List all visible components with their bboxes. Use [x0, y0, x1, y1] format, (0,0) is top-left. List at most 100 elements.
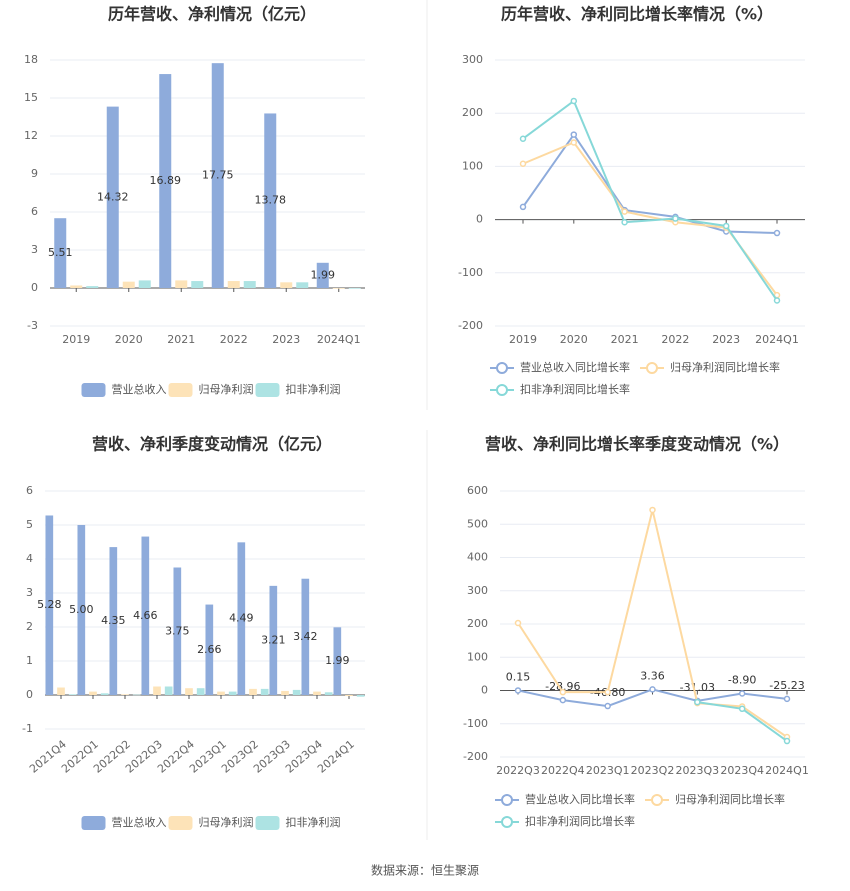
y-tick-label: 3 [26, 586, 33, 599]
x-tick-label: 2020 [115, 333, 143, 346]
bar [345, 695, 353, 697]
bar [141, 536, 150, 695]
bar [122, 281, 135, 288]
value-label: -28.96 [545, 680, 580, 693]
value-label: 13.78 [255, 194, 287, 207]
value-label: 3.21 [261, 633, 286, 646]
bar [77, 525, 86, 695]
value-label: 16.89 [150, 174, 182, 187]
point [514, 687, 522, 694]
x-tick-label: 2023Q4 [720, 764, 764, 777]
point [514, 619, 522, 627]
x-tick-label: 2021 [167, 333, 195, 346]
bar [173, 567, 182, 695]
bar [243, 281, 256, 288]
point [672, 215, 679, 222]
bar [313, 691, 321, 695]
point [519, 160, 527, 167]
bar [100, 693, 109, 695]
bar [269, 585, 278, 695]
point [621, 219, 628, 226]
point [738, 705, 746, 713]
bar [264, 113, 277, 288]
point [519, 135, 527, 142]
y-tick-label: 9 [31, 167, 38, 180]
bar [217, 691, 225, 695]
value-label: 4.35 [101, 614, 126, 627]
bar [228, 691, 237, 695]
point [604, 688, 611, 696]
bar [164, 686, 173, 695]
chart-title: 历年营收、净利同比增长率情况（%） [501, 5, 773, 24]
legend-marker [496, 384, 508, 396]
legend-label: 营业总收入 [112, 815, 167, 829]
bar [227, 281, 240, 288]
bar [205, 604, 214, 695]
bar [68, 694, 77, 695]
source-note: 数据来源：恒生聚源 [371, 863, 479, 878]
y-tick-label: 200 [462, 106, 483, 119]
point [649, 686, 656, 693]
bar [260, 688, 269, 695]
chart-title: 营收、净利同比增长率季度变动情况（%） [485, 435, 789, 454]
y-tick-label: 500 [467, 517, 488, 530]
y-tick-label: 18 [24, 53, 38, 66]
value-label: 5.51 [48, 246, 73, 259]
point [649, 506, 656, 514]
y-tick-label: 0 [476, 213, 483, 226]
bar [356, 695, 365, 697]
legend-label: 归母净利润 [199, 815, 254, 829]
value-label: 1.99 [325, 654, 350, 667]
chart-title: 历年营收、净利情况（亿元） [108, 5, 316, 24]
bar [296, 282, 309, 288]
point [783, 695, 791, 703]
bar [153, 686, 161, 695]
legend-label: 营业总收入同比增长率 [520, 360, 630, 374]
y-tick-label: 0 [26, 688, 33, 701]
point [773, 297, 781, 304]
value-label: -31.03 [680, 681, 715, 694]
x-tick-label: 2024Q1 [755, 333, 799, 346]
legend-label: 归母净利润 [199, 382, 254, 396]
value-label: 14.32 [97, 190, 129, 203]
y-tick-label: 600 [467, 484, 488, 497]
bar [70, 285, 83, 288]
value-label: 5.00 [69, 603, 94, 616]
value-label: 5.28 [37, 598, 62, 611]
y-tick-label: 5 [26, 518, 33, 531]
value-label: 17.75 [202, 169, 234, 182]
legend-marker [168, 816, 193, 830]
point [559, 696, 567, 704]
bar [301, 578, 310, 695]
series-line [522, 99, 778, 302]
value-label: 3.36 [640, 669, 665, 682]
bar [121, 694, 129, 695]
point [519, 203, 527, 211]
point [559, 688, 567, 696]
y-tick-label: 300 [462, 53, 483, 66]
bar [196, 688, 205, 695]
x-tick-label: 2024Q1 [765, 764, 809, 777]
bar [281, 690, 289, 695]
y-tick-label: 0 [31, 281, 38, 294]
bar [292, 689, 301, 695]
y-tick-label: -100 [463, 717, 488, 730]
y-tick-label: 2 [26, 620, 33, 633]
legend-marker [646, 362, 658, 374]
point [722, 222, 730, 230]
x-tick-label: 2022Q4 [541, 764, 585, 777]
legend-marker [255, 816, 280, 830]
value-label: 2.66 [197, 643, 222, 656]
y-tick-label: 15 [24, 91, 38, 104]
y-tick-label: 300 [467, 584, 488, 597]
legend-marker [81, 383, 106, 397]
bar [57, 687, 65, 695]
x-tick-label: 2023 [712, 333, 740, 346]
y-tick-label: -200 [463, 750, 488, 763]
bar [211, 63, 224, 288]
bar [138, 280, 151, 288]
point [570, 139, 578, 146]
legend-label: 营业总收入同比增长率 [525, 792, 635, 806]
point [570, 97, 578, 105]
